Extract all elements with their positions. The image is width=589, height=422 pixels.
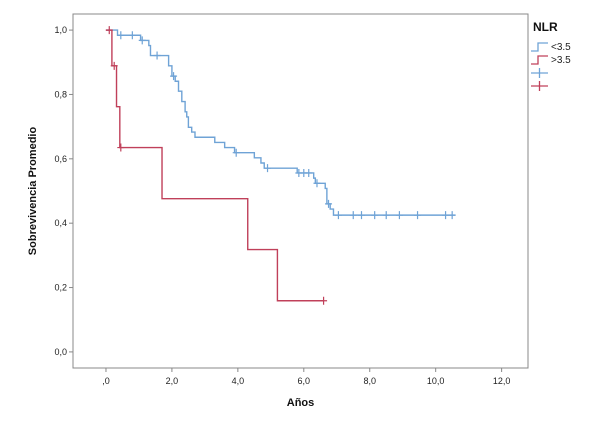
legend-censor-icon [531,81,548,91]
legend: NLR <3.5 >3.5 [531,20,571,91]
legend-censor-icon [531,68,548,78]
legend-entry [531,81,548,91]
censor-mark [371,211,379,220]
legend-step-icon [531,55,548,65]
censor-mark [325,199,333,208]
censor-mark [382,211,390,220]
x-axis: ,0 2,0 4,0 6,0 8,0 10,0 12,0 [102,368,510,386]
plot-frame [72,13,529,369]
x-tick-label: 2,0 [166,376,179,386]
legend-entry [531,68,548,78]
x-tick-label: 10,0 [427,376,445,386]
censor-mark [110,61,118,70]
censor-mark [395,211,403,220]
y-tick-label: 1,0 [54,25,67,35]
y-tick-label: 0,8 [54,89,67,99]
x-axis-title: Años [287,397,315,409]
censor-mark [264,164,272,173]
censor-mark [232,148,240,157]
x-tick-label: 4,0 [232,376,245,386]
legend-step-icon [531,42,548,52]
y-axis-title: Sobrevivencia Promedio [27,127,39,256]
censor-mark [349,211,357,220]
censor-mark [105,26,113,35]
x-tick-label: 6,0 [298,376,311,386]
censor-mark [313,179,321,188]
x-tick-label: 8,0 [363,376,376,386]
y-tick-label: 0,2 [54,283,67,293]
y-tick-label: 0,4 [54,218,67,228]
legend-label: >3.5 [551,55,571,66]
legend-entries: <3.5 >3.5 [531,42,571,91]
y-tick-label: 0,6 [54,154,67,164]
censor-mark [117,143,125,152]
legend-entry: >3.5 [531,55,571,66]
legend-entry: <3.5 [531,42,571,53]
series-layer [105,26,456,305]
censor-mark [138,36,146,45]
censor-mark [448,211,456,220]
x-tick-label: ,0 [102,376,110,386]
censor-mark [153,51,161,60]
legend-label: <3.5 [551,42,571,53]
censor-mark [442,211,450,220]
survival-curve-low-nlr [105,29,456,216]
censor-mark [117,31,125,40]
censor-mark [334,211,342,220]
y-tick-label: 0,0 [54,347,67,357]
censor-mark [357,211,365,220]
censor-mark [128,31,136,40]
legend-title: NLR [533,20,558,34]
x-tick-label: 12,0 [493,376,511,386]
censor-mark [320,296,328,305]
censor-mark [170,72,178,81]
censor-mark [414,211,422,220]
y-axis: 0,0 0,2 0,4 0,6 0,8 1,0 [54,25,73,357]
censor-mark [305,168,313,177]
